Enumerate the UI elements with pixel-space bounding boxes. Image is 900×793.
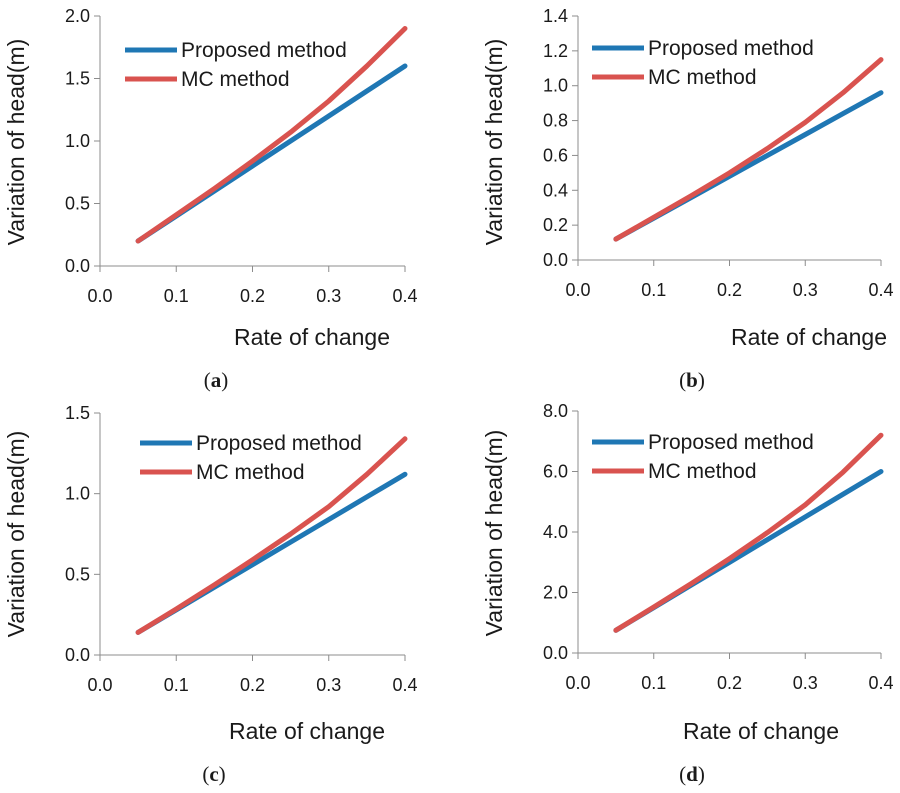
x-tick-label: 0.1: [641, 280, 666, 300]
legend-label: Proposed method: [196, 432, 362, 455]
y-tick-label: 1.2: [543, 41, 568, 61]
x-tick-label: 0.4: [868, 673, 893, 693]
y-tick-label: 0.2: [543, 215, 568, 235]
y-tick-label: 0.6: [543, 145, 568, 165]
panel-d: Variation of head(m) Rate of change (d): [481, 430, 839, 786]
legend-label: Proposed method: [648, 431, 814, 454]
y-tick-label: 0.4: [543, 180, 568, 200]
x-tick-label: 0.1: [641, 673, 666, 693]
y-tick-label: 1.0: [65, 484, 90, 504]
panel-caption-b: (b): [679, 368, 705, 392]
panel-caption-c: (c): [202, 762, 225, 786]
x-tick-label: 0.3: [316, 675, 341, 695]
y-tick-label: 0.8: [543, 111, 568, 131]
panel-b: Variation of head(m) Rate of change (b): [481, 39, 887, 392]
y-tick-label: 6.0: [543, 462, 568, 482]
y-tick-label: 0.0: [543, 643, 568, 663]
legend-label: Proposed method: [181, 39, 347, 62]
y-tick-label: 0.0: [65, 645, 90, 665]
y-tick-label: 1.5: [65, 403, 90, 423]
panel-c: Variation of head(m) Rate of change (c): [3, 431, 385, 786]
x-tick-label: 0.4: [392, 675, 417, 695]
x-tick-label: 0.3: [316, 286, 341, 306]
series-line-mc-method: [613, 432, 884, 633]
legend-label: MC method: [196, 461, 305, 484]
y-tick-label: 0.0: [543, 250, 568, 270]
y-tick-label: 1.0: [543, 76, 568, 96]
legend-label: MC method: [181, 68, 290, 91]
legend-label: MC method: [648, 460, 757, 483]
x-axis-title: Rate of change: [234, 324, 390, 350]
series-line-mc-method: [135, 26, 408, 244]
panel-a: Variation of head(m) Rate of change (a): [3, 39, 390, 392]
x-tick-label: 0.3: [793, 280, 818, 300]
plot-area-a: 0.0 0.5 1.0 1.5 2.0 0.0 0.1 0.2 0.3 0.4 Proposed m…: [65, 6, 418, 306]
legend: Proposed method MC method: [592, 37, 814, 89]
chart-marks: 0.0 0.5 1.0 1.5 2.0 0.0 0.1 0.2 0.3 0.4 Proposed m…: [65, 6, 894, 695]
x-tick-label: 0.2: [240, 675, 265, 695]
y-axis-title: Variation of head(m): [3, 39, 29, 246]
legend-label: Proposed method: [648, 37, 814, 60]
panel-caption-a: (a): [204, 368, 229, 392]
x-tick-label: 0.0: [565, 673, 590, 693]
x-tick-label: 0.4: [392, 286, 417, 306]
series-line-mc-method: [135, 436, 408, 635]
y-tick-label: 1.0: [65, 131, 90, 151]
series-line-mc-method: [613, 57, 884, 242]
y-tick-label: 2.0: [65, 6, 90, 26]
x-tick-label: 0.2: [717, 280, 742, 300]
y-tick-label: 0.5: [65, 194, 90, 214]
legend-label: MC method: [648, 66, 757, 89]
x-tick-label: 0.1: [164, 286, 189, 306]
plot-area-d: 0.0 2.0 4.0 6.0 8.0 0.0 0.1 0.2 0.3 0.4 Proposed m…: [543, 401, 894, 693]
plot-area-c: 0.0 0.5 1.0 1.5 0.0 0.1 0.2 0.3 0.4 Proposed meth…: [65, 403, 418, 695]
legend: Proposed method MC method: [592, 431, 814, 483]
plot-area-b: 0.0 0.2 0.4 0.6 0.8 1.0 1.2 1.4 0.0 0.1 0.2 0.3 0.4 P…: [543, 6, 894, 300]
x-tick-label: 0.1: [164, 675, 189, 695]
y-tick-label: 1.5: [65, 69, 90, 89]
y-axis-title: Variation of head(m): [481, 430, 507, 637]
panel-caption-d: (d): [679, 762, 705, 786]
x-tick-label: 0.3: [793, 673, 818, 693]
legend: Proposed method MC method: [125, 39, 347, 91]
x-tick-label: 0.4: [868, 280, 893, 300]
y-tick-label: 2.0: [543, 583, 568, 603]
x-axis-title: Rate of change: [683, 718, 839, 744]
y-tick-label: 0.0: [65, 256, 90, 276]
y-tick-label: 0.5: [65, 564, 90, 584]
x-axis-title: Rate of change: [229, 718, 385, 744]
y-tick-label: 4.0: [543, 522, 568, 542]
x-tick-label: 0.0: [87, 286, 112, 306]
legend: Proposed method MC method: [140, 432, 362, 484]
x-tick-label: 0.2: [717, 673, 742, 693]
y-tick-label: 1.4: [543, 6, 568, 26]
x-tick-label: 0.0: [565, 280, 590, 300]
x-axis-title: Rate of change: [731, 324, 887, 350]
y-axis-title: Variation of head(m): [3, 431, 29, 638]
y-tick-label: 8.0: [543, 401, 568, 421]
y-axis-title: Variation of head(m): [481, 39, 507, 246]
x-tick-label: 0.0: [87, 675, 112, 695]
x-tick-label: 0.2: [240, 286, 265, 306]
